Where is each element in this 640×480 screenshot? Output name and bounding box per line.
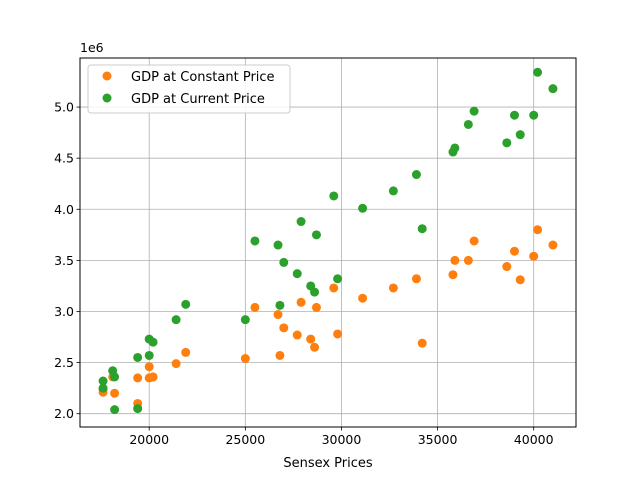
scatter-point: [310, 287, 320, 297]
x-tick-label: 40000: [514, 432, 554, 447]
y-tick-label: 3.5: [54, 253, 74, 268]
legend-label-current-price: GDP at Current Price: [131, 92, 265, 107]
scatter-point: [333, 274, 343, 284]
x-axis-label: Sensex Prices: [283, 456, 373, 471]
legend-marker-constant-price: [102, 71, 112, 81]
scatter-point: [533, 67, 543, 77]
y-tick-label: 5.0: [54, 100, 74, 115]
scatter-point: [417, 224, 427, 234]
scatter-point: [98, 376, 108, 386]
scatter-point: [548, 84, 558, 94]
scatter-point: [110, 388, 120, 398]
legend: GDP at Constant Price GDP at Current Pri…: [87, 64, 291, 114]
scatter-point: [502, 138, 512, 148]
scatter-point: [275, 300, 285, 310]
x-tick-label: 30000: [322, 432, 362, 447]
scatter-point: [279, 257, 289, 267]
scatter-point: [311, 230, 321, 240]
legend-label-constant-price: GDP at Constant Price: [131, 70, 275, 85]
scatter-point: [509, 110, 519, 120]
y-tick-label: 2.0: [54, 406, 74, 421]
scatter-point: [292, 330, 302, 340]
scatter-point: [448, 270, 458, 280]
scatter-point: [417, 338, 427, 348]
scatter-point: [133, 373, 143, 383]
scatter-point: [275, 350, 285, 360]
series-1: [98, 67, 558, 415]
y-tick-label: 3.0: [54, 304, 74, 319]
scatter-point: [171, 359, 181, 369]
scatter-point: [529, 110, 539, 120]
grid: [80, 58, 576, 427]
y-tick-label: 2.5: [54, 355, 74, 370]
scatter-point: [329, 283, 339, 293]
x-tick-label: 25000: [225, 432, 265, 447]
scatter-point: [296, 297, 306, 307]
scatter-point: [144, 362, 154, 372]
scatter-point: [133, 404, 143, 414]
legend-box: [87, 64, 291, 114]
scatter-point: [411, 274, 421, 284]
y-scale-label: 1e6: [80, 40, 104, 55]
scatter-point: [509, 246, 519, 256]
scatter-point: [463, 255, 473, 265]
scatter-point: [148, 337, 158, 347]
scatter-point: [548, 240, 558, 250]
x-tick-label: 20000: [129, 432, 169, 447]
scatter-point: [110, 372, 120, 382]
scatter-point: [296, 217, 306, 227]
scatter-point: [310, 342, 320, 352]
scatter-point: [358, 203, 368, 213]
scatter-point: [469, 106, 479, 116]
scatter-point: [171, 315, 181, 325]
scatter-point: [250, 302, 260, 312]
x-tick-label: 35000: [418, 432, 458, 447]
axis-ticks: 20000 25000 30000 35000 40000 2.0 2.5 3.0 3.5 4.0…: [54, 100, 554, 447]
scatter-point: [450, 143, 460, 153]
scatter-point: [411, 170, 421, 180]
scatter-point: [533, 225, 543, 235]
scatter-point: [110, 405, 120, 415]
scatter-point: [502, 262, 512, 272]
scatter-point: [311, 302, 321, 312]
scatter-point: [388, 186, 398, 196]
scatter-point: [133, 352, 143, 362]
scatter-point: [388, 283, 398, 293]
y-tick-label: 4.0: [54, 202, 74, 217]
scatter-point: [292, 269, 302, 279]
scatter-point: [529, 251, 539, 261]
scatter-point: [250, 236, 260, 246]
scatter-point: [98, 383, 108, 393]
scatter-point: [469, 236, 479, 246]
scatter-point: [273, 240, 283, 250]
data-points: [98, 67, 558, 415]
scatter-point: [450, 255, 460, 265]
scatter-point: [333, 329, 343, 339]
scatter-point: [181, 347, 191, 357]
scatter-point: [306, 334, 316, 344]
y-tick-label: 4.5: [54, 151, 74, 166]
scatter-point: [463, 119, 473, 129]
plot-frame: [79, 57, 577, 428]
legend-marker-current-price: [102, 93, 112, 103]
scatter-point: [358, 293, 368, 303]
scatter-point: [273, 310, 283, 320]
scatter-point: [148, 372, 158, 382]
scatter-point: [144, 350, 154, 360]
scatter-point: [240, 315, 250, 325]
scatter-point: [181, 299, 191, 309]
scatter-point: [329, 191, 339, 201]
scatter-point: [279, 323, 289, 333]
scatter-point: [515, 130, 525, 140]
scatter-point: [240, 354, 250, 364]
scatter-point: [515, 275, 525, 285]
